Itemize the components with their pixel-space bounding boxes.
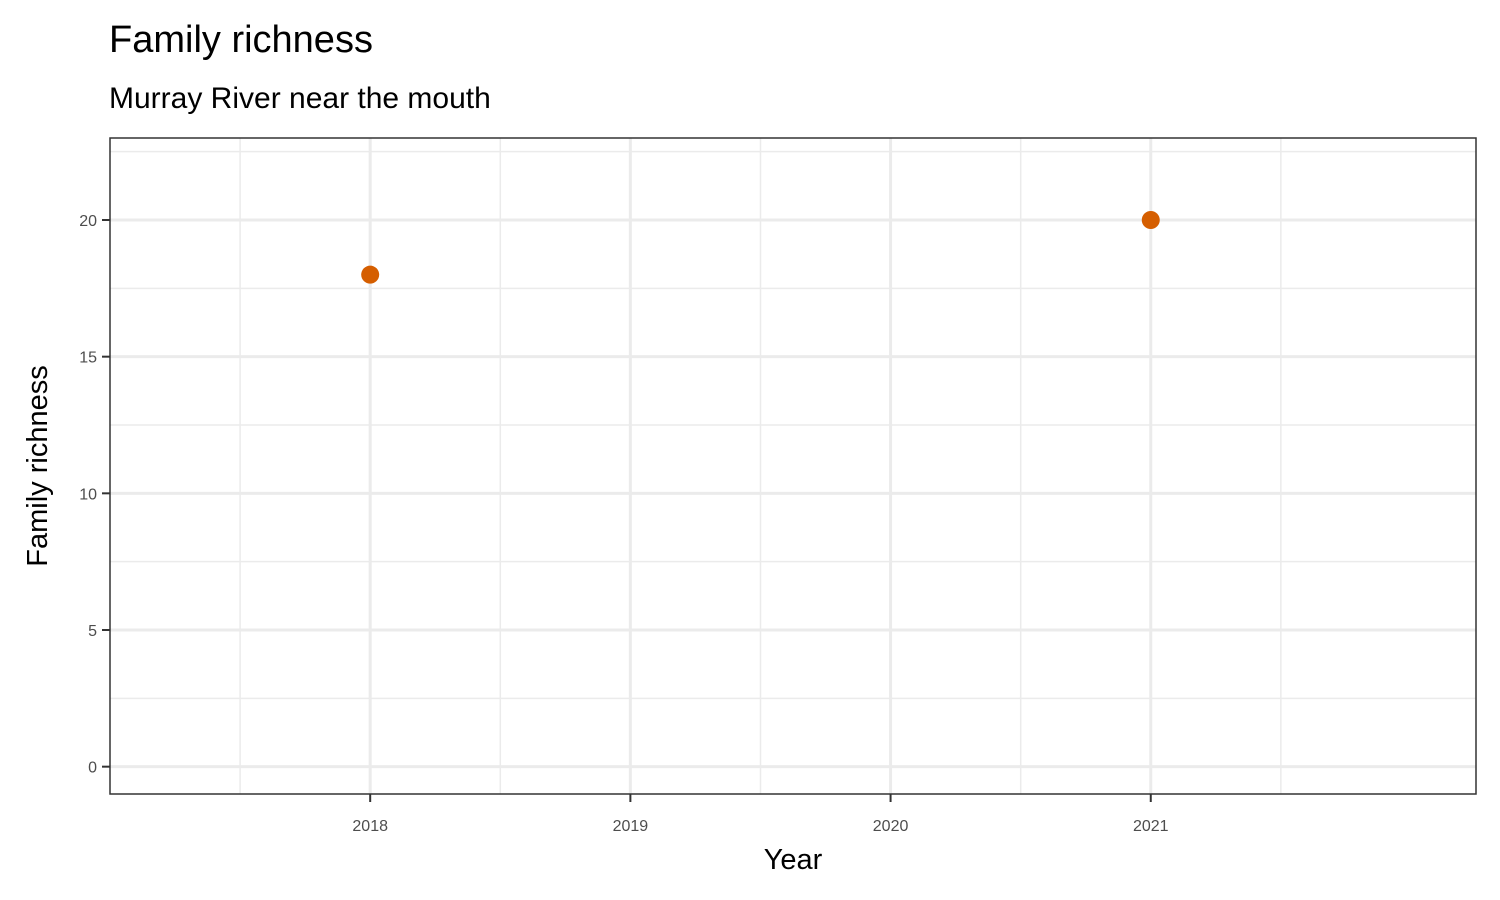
y-axis-title: Family richness	[22, 365, 54, 566]
x-axis: 2018 2019 2020 2021	[352, 794, 1169, 835]
chart-subtitle: Murray River near the mouth	[109, 82, 491, 115]
y-tick-label: 5	[88, 623, 97, 640]
plot-panel-border	[109, 137, 1477, 795]
chart-title: Family richness	[109, 19, 373, 61]
y-tick-label: 0	[88, 760, 97, 777]
x-tick-label: 2018	[352, 818, 388, 835]
y-axis: 0 5 10 15 20	[79, 213, 110, 777]
minor-gridlines	[110, 138, 1476, 794]
plot-panel-background	[110, 138, 1476, 794]
y-tick-label: 10	[79, 486, 97, 503]
x-tick-label: 2019	[613, 818, 649, 835]
x-tick-label: 2020	[873, 818, 909, 835]
x-tick-label: 2021	[1133, 818, 1169, 835]
major-gridlines	[110, 138, 1476, 794]
y-tick-label: 20	[79, 213, 97, 230]
data-point	[361, 265, 380, 284]
y-tick-label: 15	[79, 350, 97, 367]
data-point	[1141, 211, 1160, 229]
x-axis-title: Year	[764, 844, 823, 876]
data-points	[361, 211, 1160, 284]
